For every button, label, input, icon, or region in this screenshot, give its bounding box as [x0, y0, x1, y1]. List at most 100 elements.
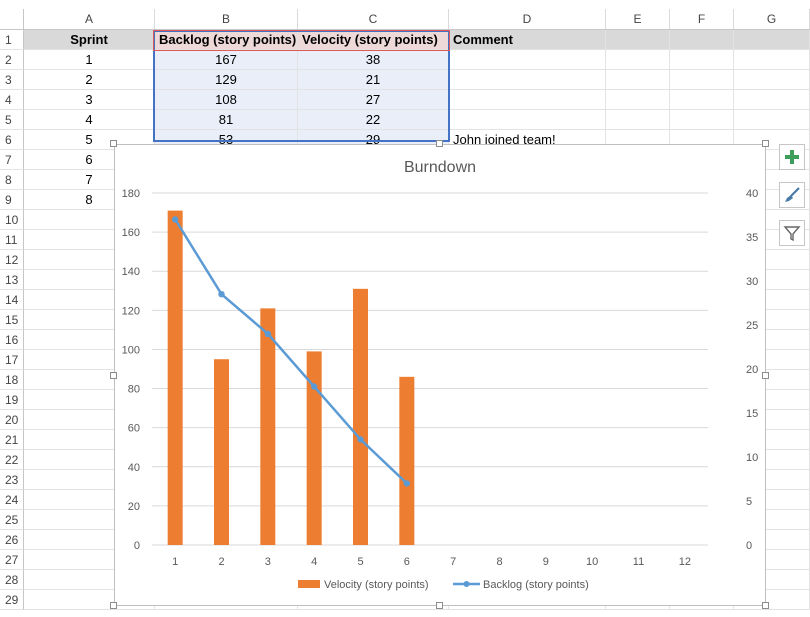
cell-g3[interactable]: [734, 70, 810, 90]
cell-a5[interactable]: 4: [24, 110, 155, 130]
row-header-5[interactable]: 5: [0, 110, 24, 130]
cell-e2[interactable]: [606, 50, 670, 70]
row-header-2[interactable]: 2: [0, 50, 24, 70]
cell-c2[interactable]: 38: [298, 50, 449, 70]
chart-elements-button[interactable]: [779, 144, 805, 170]
column-header-f[interactable]: F: [670, 9, 734, 29]
row-header-3[interactable]: 3: [0, 70, 24, 90]
column-header-d[interactable]: D: [449, 9, 606, 29]
cell-b2[interactable]: 167: [155, 50, 298, 70]
cell-a2[interactable]: 1: [24, 50, 155, 70]
row-header-15[interactable]: 15: [0, 310, 24, 330]
y-left-tick-label: 140: [122, 266, 140, 278]
row-header-21[interactable]: 21: [0, 430, 24, 450]
cell-f2[interactable]: [670, 50, 734, 70]
cell-c1[interactable]: Velocity (story points): [298, 30, 449, 50]
cell-f4[interactable]: [670, 90, 734, 110]
chart-resize-handle-tl[interactable]: [110, 140, 117, 147]
chart-resize-handle-tr[interactable]: [762, 140, 769, 147]
bar-velocity: [306, 351, 322, 545]
chart[interactable]: Burndown 0 20 40 60 80 100 120 140 160 180 0 5 10 15 20…: [114, 144, 766, 606]
y-right-tick-label: 30: [746, 276, 758, 288]
row-header-11[interactable]: 11: [0, 230, 24, 250]
cell-d3[interactable]: [449, 70, 606, 90]
cell-f3[interactable]: [670, 70, 734, 90]
row-header-24[interactable]: 24: [0, 490, 24, 510]
row-header-6[interactable]: 6: [0, 130, 24, 150]
cell-a1[interactable]: Sprint: [24, 30, 155, 50]
cell-b4[interactable]: 108: [155, 90, 298, 110]
y-right-tick-label: 40: [746, 188, 758, 200]
row-header-12[interactable]: 12: [0, 250, 24, 270]
row-header-17[interactable]: 17: [0, 350, 24, 370]
cell-b1[interactable]: Backlog (story points): [155, 30, 298, 50]
chart-resize-handle-mr[interactable]: [762, 372, 769, 379]
row-header-8[interactable]: 8: [0, 170, 24, 190]
cell-c3[interactable]: 21: [298, 70, 449, 90]
row-header-20[interactable]: 20: [0, 410, 24, 430]
chart-styles-button[interactable]: [779, 182, 805, 208]
row-header-4[interactable]: 4: [0, 90, 24, 110]
column-header-e[interactable]: E: [606, 9, 670, 29]
cell-d5[interactable]: [449, 110, 606, 130]
y-right-tick-label: 15: [746, 408, 758, 420]
select-all-corner[interactable]: [0, 9, 24, 29]
row-header-7[interactable]: 7: [0, 150, 24, 170]
column-header-g[interactable]: G: [734, 9, 810, 29]
chart-resize-handle-bl[interactable]: [110, 602, 117, 609]
row-header-18[interactable]: 18: [0, 370, 24, 390]
cell-f5[interactable]: [670, 110, 734, 130]
cell-d1[interactable]: Comment: [449, 30, 606, 50]
row-header-10[interactable]: 10: [0, 210, 24, 230]
chart-resize-handle-tc[interactable]: [436, 140, 443, 147]
row-header-25[interactable]: 25: [0, 510, 24, 530]
x-tick-label: 10: [586, 556, 598, 568]
cell-g4[interactable]: [734, 90, 810, 110]
x-tick-label: 3: [265, 556, 271, 568]
cell-g2[interactable]: [734, 50, 810, 70]
row-header-13[interactable]: 13: [0, 270, 24, 290]
row-header-16[interactable]: 16: [0, 330, 24, 350]
cell-b3[interactable]: 129: [155, 70, 298, 90]
cell-a4[interactable]: 3: [24, 90, 155, 110]
cell-g1[interactable]: [734, 30, 810, 50]
column-header-a[interactable]: A: [24, 9, 155, 29]
chart-resize-handle-ml[interactable]: [110, 372, 117, 379]
row-header-26[interactable]: 26: [0, 530, 24, 550]
cell-e1[interactable]: [606, 30, 670, 50]
cell-b5[interactable]: 81: [155, 110, 298, 130]
row-header-27[interactable]: 27: [0, 550, 24, 570]
cell-a3[interactable]: 2: [24, 70, 155, 90]
chart-resize-handle-br[interactable]: [762, 602, 769, 609]
cell-c4[interactable]: 27: [298, 90, 449, 110]
row-header-28[interactable]: 28: [0, 570, 24, 590]
y-right-tick-label: 25: [746, 320, 758, 332]
column-header-c[interactable]: C: [298, 9, 449, 29]
row-header-22[interactable]: 22: [0, 450, 24, 470]
column-header-b[interactable]: B: [155, 9, 298, 29]
row-header-29[interactable]: 29: [0, 590, 24, 610]
x-tick-label: 11: [633, 556, 644, 568]
point-backlog: [171, 216, 179, 223]
row-header-23[interactable]: 23: [0, 470, 24, 490]
x-tick-label: 8: [496, 556, 502, 568]
cell-c5[interactable]: 22: [298, 110, 449, 130]
chart-filters-button[interactable]: [779, 220, 805, 246]
cell-f1[interactable]: [670, 30, 734, 50]
y-left-tick-label: 40: [128, 462, 140, 474]
cell-e4[interactable]: [606, 90, 670, 110]
chart-resize-handle-bc[interactable]: [436, 602, 443, 609]
bar-velocity: [399, 376, 415, 545]
brush-icon: [785, 187, 800, 202]
row-header-9[interactable]: 9: [0, 190, 24, 210]
cell-e5[interactable]: [606, 110, 670, 130]
cell-d2[interactable]: [449, 50, 606, 70]
row-header-1[interactable]: 1: [0, 30, 24, 50]
cell-d4[interactable]: [449, 90, 606, 110]
y-right-tick-label: 0: [746, 540, 752, 552]
point-backlog: [310, 383, 318, 390]
row-header-14[interactable]: 14: [0, 290, 24, 310]
cell-g5[interactable]: [734, 110, 810, 130]
row-header-19[interactable]: 19: [0, 390, 24, 410]
cell-e3[interactable]: [606, 70, 670, 90]
